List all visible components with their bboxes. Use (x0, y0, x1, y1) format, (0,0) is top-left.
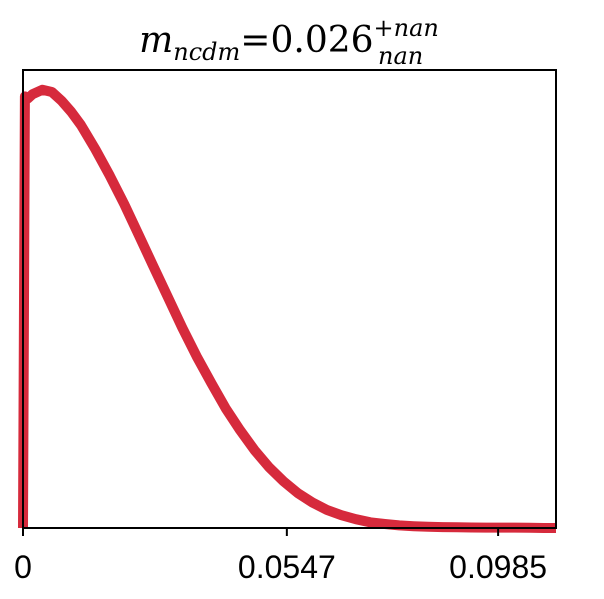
x-tick-label: 0.0547 (238, 549, 336, 585)
x-axis-ticks: 0 0.0547 0.0985 (14, 528, 547, 585)
x-tick-label: 0.0985 (449, 549, 547, 585)
chart-title: mncdm=0.026+nan (139, 14, 439, 66)
axes-frame (22, 69, 557, 529)
title-equals: = (240, 20, 270, 61)
x-tick-label: 0 (14, 549, 32, 585)
plot-area (18, 69, 557, 533)
title-upper-error: +nan (374, 14, 439, 42)
title-value: 0.026 (270, 20, 373, 61)
title-symbol: m (139, 20, 173, 61)
title-lower-error: nan (378, 42, 423, 70)
title-subscript: ncdm (173, 38, 240, 66)
series-line (18, 84, 556, 533)
